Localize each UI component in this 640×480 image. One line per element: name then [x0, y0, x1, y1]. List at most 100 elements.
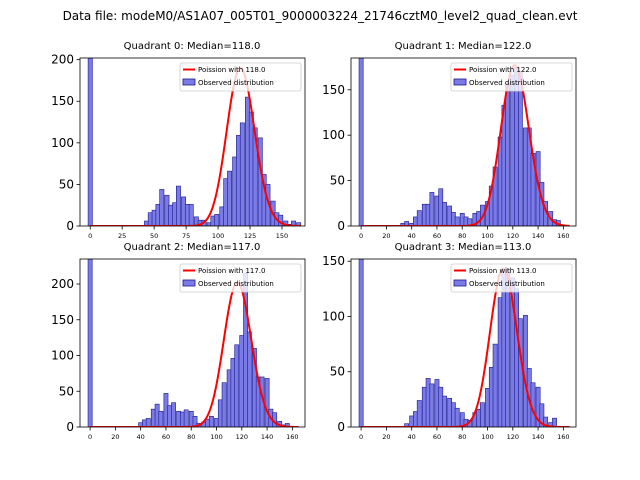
legend-box: [179, 263, 302, 293]
plot-area: 0 50 100 150 0 20 40 60 80 100 120 140 160: [322, 254, 577, 441]
x-tick-label: 40: [137, 433, 145, 441]
histogram-bar: [176, 185, 181, 226]
histogram-bar: [416, 210, 422, 226]
axes-frame: [79, 258, 306, 428]
plot-clip: [358, 58, 570, 226]
x-tick-label: 140: [261, 433, 273, 441]
histogram-bar: [227, 170, 233, 226]
histogram-bar: [234, 344, 240, 427]
legend-box: [450, 62, 573, 92]
histogram-bar: [505, 83, 511, 226]
x-tick-label: 20: [382, 433, 390, 441]
histogram-bar: [183, 409, 189, 427]
x-tick-label: 0: [359, 232, 363, 240]
x-tick-label: 100: [481, 433, 493, 441]
histogram-bar: [442, 202, 447, 226]
axes-frame: [79, 57, 306, 227]
legend-box: [450, 263, 573, 293]
legend-box: [179, 62, 302, 92]
x-tick-label: 160: [557, 232, 569, 240]
x-tick-label: 100: [481, 232, 493, 240]
x-tick-label: 125: [244, 232, 256, 240]
histogram-bar: [87, 259, 93, 427]
y-tick-label: 50: [330, 174, 345, 188]
histogram-bar: [145, 418, 151, 427]
histogram-bar: [429, 192, 435, 226]
histogram-bar: [442, 395, 447, 427]
x-tick-label: 100: [212, 232, 224, 240]
histogram-bar: [171, 402, 176, 427]
panel-quadrant-3: Quadrant 3: Median=113.0 0 50 100 150 0 20 40 6…: [322, 242, 577, 441]
legend-poisson-label: Poission with 113.0: [469, 267, 537, 275]
panel-quadrant-1: Quadrant 1: Median=122.0 0 50 100 150 0 20 40 6…: [322, 41, 577, 240]
x-tick-label: 140: [532, 232, 544, 240]
histogram-bar: [552, 417, 557, 427]
y-tick-label: 50: [330, 365, 345, 379]
y-tick-label: 150: [322, 254, 345, 268]
legend-poisson-label: Poission with 117.0: [198, 267, 266, 275]
x-tick-label: 100: [210, 433, 222, 441]
plot-area: 0 50 100 150 0 20 40 60 80 100 120 140 160: [322, 57, 577, 240]
histogram-bar: [209, 415, 214, 427]
histogram-bar: [429, 383, 435, 427]
y-tick-label: 100: [51, 136, 74, 150]
x-tick-label: 60: [162, 433, 170, 441]
x-tick-label: 60: [433, 232, 441, 240]
x-tick-label: 140: [532, 433, 544, 441]
x-tick-label: 50: [150, 232, 158, 240]
x-tick-label: 40: [408, 232, 416, 240]
histogram-bar: [159, 189, 165, 226]
x-tick-label: 120: [236, 433, 248, 441]
histogram-bar: [358, 259, 364, 427]
plot-clip: [87, 259, 299, 427]
panel-quadrant-2: Quadrant 2: Median=117.0 0 50 100 150 200 0 20…: [51, 242, 306, 441]
legend-observed-swatch: [453, 78, 467, 86]
panel-title: Quadrant 2: Median=117.0: [124, 242, 261, 253]
figure-suptitle: Data file: modeM0/AS1A07_005T01_90000032…: [63, 9, 578, 23]
x-tick-label: 40: [408, 433, 416, 441]
legend-observed-label: Observed distribution: [469, 79, 545, 87]
x-tick-label: 120: [507, 433, 519, 441]
x-tick-label: 60: [433, 433, 441, 441]
panel-quadrant-0: Quadrant 0: Median=118.0 0 50 100 150 200 0 25…: [51, 41, 306, 240]
y-tick-label: 0: [66, 219, 74, 233]
axes-frame: [350, 57, 577, 227]
poisson-curve: [361, 267, 570, 427]
histogram-bar: [404, 221, 409, 226]
plot-area: 0 50 100 150 200 0 20 40 60 80 100 120 140 160: [51, 258, 306, 441]
histogram-bar: [539, 403, 545, 427]
y-tick-label: 150: [51, 313, 74, 327]
y-tick-label: 150: [322, 83, 345, 97]
x-tick-label: 160: [286, 433, 298, 441]
legend-poisson-label: Poission with 118.0: [198, 66, 266, 74]
x-tick-label: 75: [182, 232, 190, 240]
y-tick-label: 150: [51, 94, 74, 108]
y-tick-label: 50: [59, 384, 74, 398]
legend-observed-swatch: [453, 279, 467, 287]
legend: Poission with 122.0 Observed distributio…: [450, 62, 573, 92]
panel-title: Quadrant 0: Median=118.0: [124, 41, 261, 52]
x-tick-label: 25: [118, 232, 126, 240]
histogram-bar: [454, 216, 460, 226]
histogram-bar: [467, 218, 473, 226]
x-tick-label: 0: [88, 232, 92, 240]
legend: Poission with 113.0 Observed distributio…: [450, 263, 573, 293]
histogram-bar: [247, 331, 252, 427]
y-tick-label: 0: [66, 420, 74, 434]
x-tick-label: 80: [458, 232, 466, 240]
histogram-bar: [214, 214, 220, 226]
y-tick-label: 100: [322, 128, 345, 142]
x-tick-label: 150: [276, 232, 288, 240]
histogram-bar: [416, 400, 422, 427]
panel-title: Quadrant 1: Median=122.0: [395, 41, 532, 52]
y-tick-label: 200: [51, 53, 74, 67]
histogram-bar: [505, 268, 511, 427]
histogram-bar: [158, 410, 164, 427]
x-tick-label: 80: [187, 433, 195, 441]
x-tick-label: 20: [382, 232, 390, 240]
legend: Poission with 118.0 Observed distributio…: [179, 62, 302, 92]
legend: Poission with 117.0 Observed distributio…: [179, 263, 302, 293]
axes-frame: [350, 258, 577, 428]
legend-observed-swatch: [182, 78, 196, 86]
